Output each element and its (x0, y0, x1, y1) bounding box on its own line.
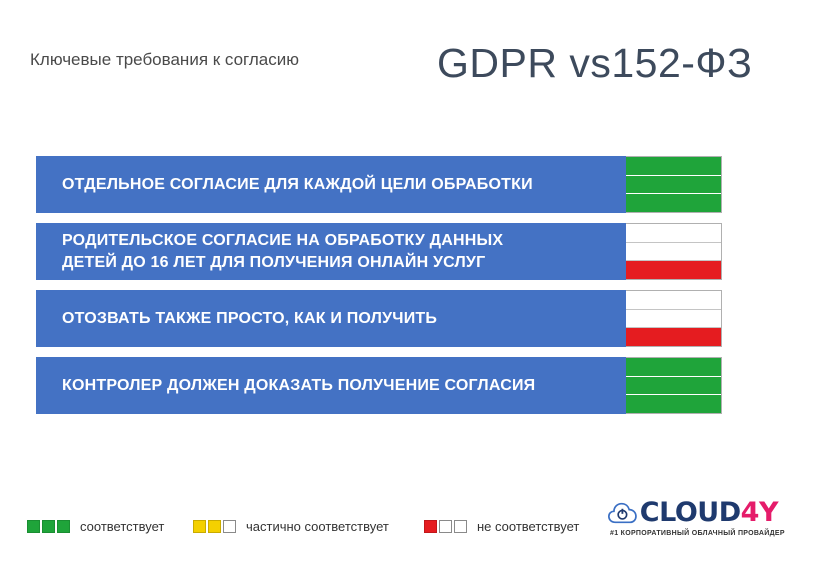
legend-item-noncompliant: не соответствует (424, 519, 579, 534)
legend-label: частично соответствует (246, 519, 389, 534)
slide-title: GDPR vs152-ФЗ (437, 40, 753, 86)
legend-label: соответствует (80, 519, 165, 534)
indicator-cell (626, 157, 721, 176)
legend-box (27, 520, 40, 533)
indicator-cell (626, 358, 721, 377)
compliance-indicator (626, 223, 722, 280)
indicator-cell (626, 376, 721, 396)
legend-swatch (424, 520, 469, 533)
requirement-row-parental-consent: Родительское согласие на обработку данны… (36, 223, 722, 280)
slide-subtitle: Ключевые требования к согласию (30, 50, 299, 69)
requirement-row-separate-consent: Отдельное согласие для каждой цели обраб… (36, 156, 722, 213)
indicator-cell (626, 291, 721, 310)
legend-box (193, 520, 206, 533)
legend-box (223, 520, 236, 533)
compliance-indicator (626, 156, 722, 213)
legend-item-partial: частично соответствует (193, 519, 389, 534)
cloud4y-logo: CLOUD4Y #1 КОРПОРАТИВНЫЙ ОБЛАЧНЫЙ ПРОВАЙ… (608, 497, 785, 547)
indicator-cell (626, 242, 721, 262)
requirement-label: Отозвать также просто, как и получить (36, 290, 626, 347)
requirement-label: Контролер должен доказать получение согл… (36, 357, 626, 414)
legend-swatch (193, 520, 238, 533)
logo-wordmark: CLOUD4Y (639, 497, 779, 528)
legend-box (42, 520, 55, 533)
indicator-cell (626, 261, 721, 280)
indicator-cell (626, 175, 721, 195)
legend-swatch (27, 520, 72, 533)
indicator-cell (626, 328, 721, 347)
indicator-cell (626, 194, 721, 213)
legend-label: не соответствует (477, 519, 580, 534)
legend-box (439, 520, 452, 533)
indicator-cell (626, 309, 721, 329)
legend-box (57, 520, 70, 533)
requirement-row-prove-consent: Контролер должен доказать получение согл… (36, 357, 722, 414)
indicator-cell (626, 395, 721, 414)
indicator-cell (626, 224, 721, 243)
cloud-power-icon (608, 502, 637, 523)
compliance-indicator (626, 357, 722, 414)
compliance-indicator (626, 290, 722, 347)
requirement-label: Родительское согласие на обработку данны… (36, 223, 626, 280)
legend-item-compliant: соответствует (27, 519, 164, 534)
legend-box (208, 520, 221, 533)
legend-box (424, 520, 437, 533)
legend-box (454, 520, 467, 533)
logo-tagline: #1 КОРПОРАТИВНЫЙ ОБЛАЧНЫЙ ПРОВАЙДЕР (610, 530, 785, 537)
requirement-label: Отдельное согласие для каждой цели обраб… (36, 156, 626, 213)
requirement-row-withdraw-consent: Отозвать также просто, как и получить (36, 290, 722, 347)
requirements-table: Отдельное согласие для каждой цели обраб… (36, 156, 722, 424)
